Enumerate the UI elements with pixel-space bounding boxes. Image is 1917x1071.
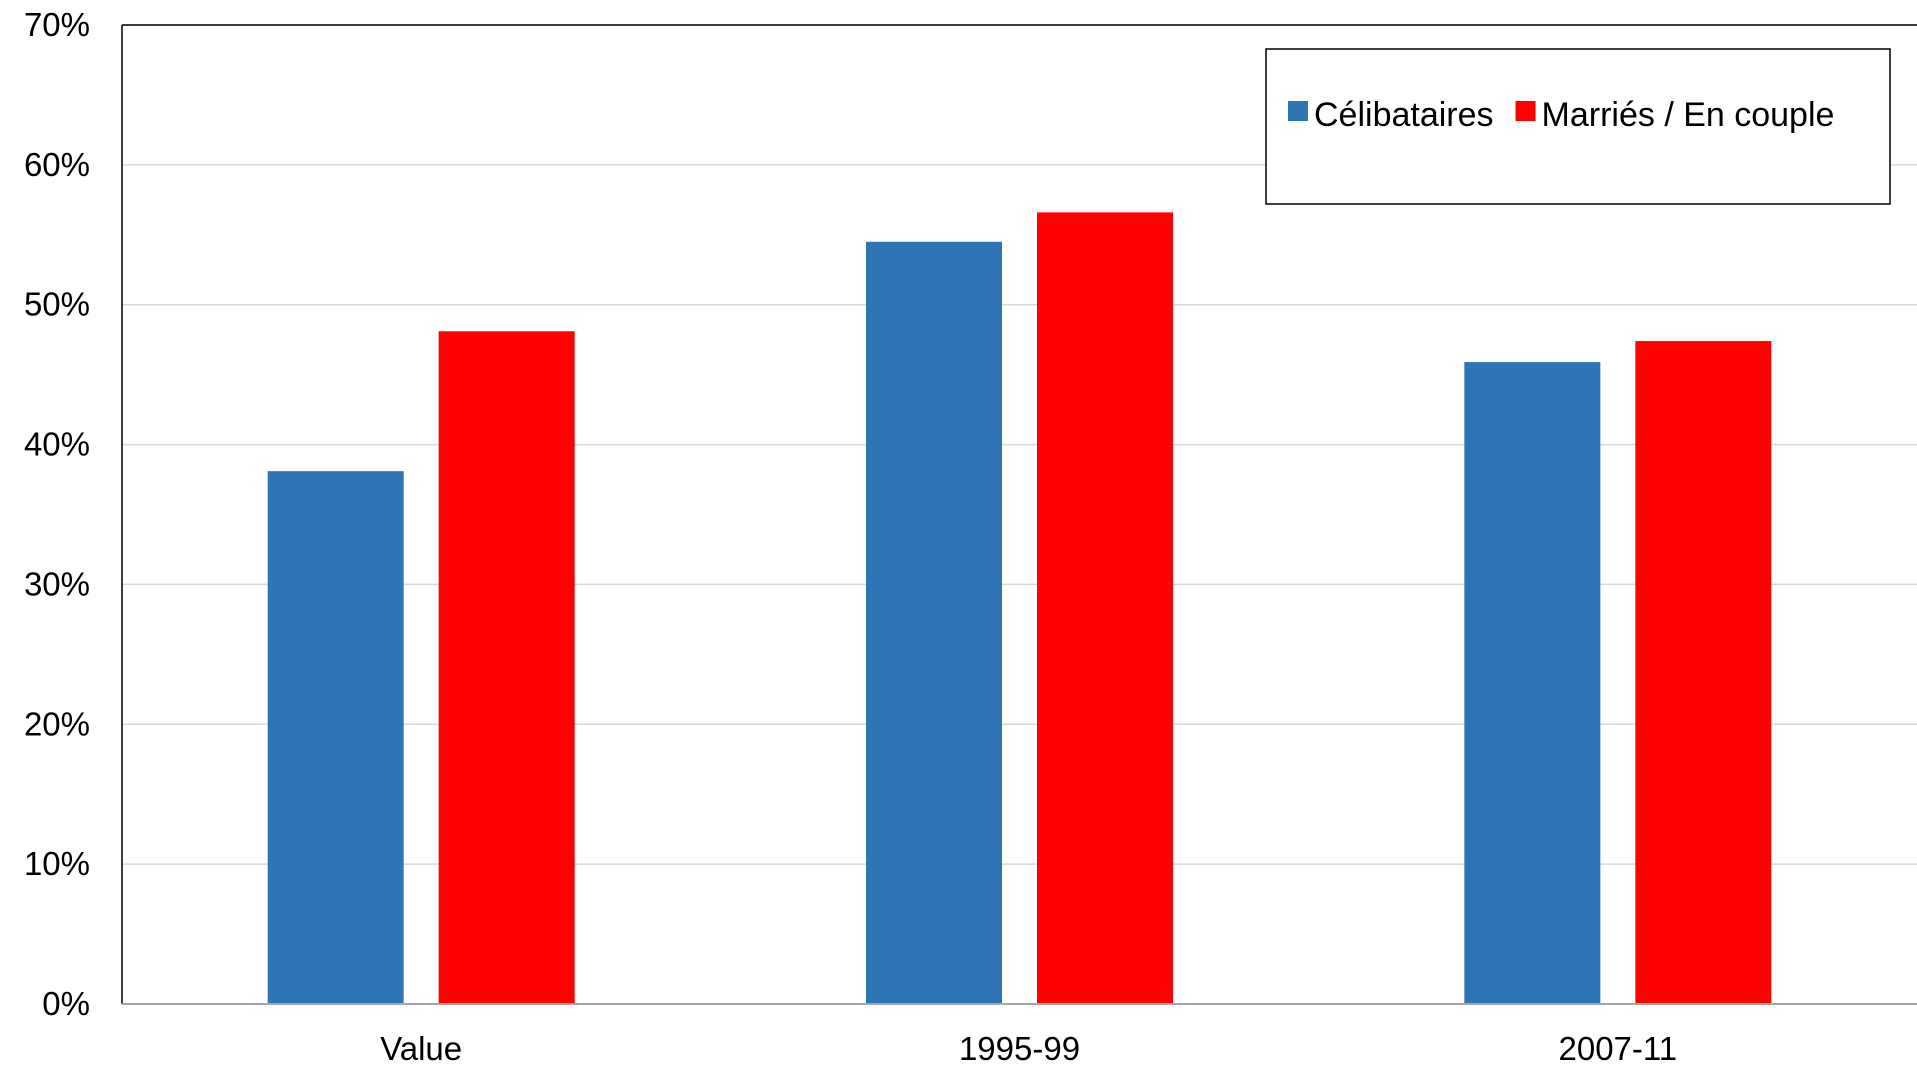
x-tick-label: 2007-11: [1558, 1030, 1677, 1066]
axes: [121, 24, 1917, 1005]
legend-label: Célibataires: [1314, 96, 1494, 134]
bar-maries-0: [438, 331, 575, 1005]
y-tick-label: 30%: [24, 565, 90, 602]
bar-maries-2: [1635, 341, 1772, 1004]
y-tick-label: 40%: [24, 426, 90, 463]
legend-label: Marriés / En couple: [1542, 96, 1835, 134]
y-tick-label: 70%: [24, 6, 90, 43]
legend: Célibataires Marriés / En couple: [1265, 48, 1891, 205]
x-tick-label: 1995-99: [959, 1030, 1080, 1066]
legend-swatch: [1288, 101, 1308, 121]
y-tick-label: 60%: [24, 146, 90, 183]
y-tick-label: 50%: [24, 286, 90, 323]
x-tick-label: Value: [380, 1030, 462, 1066]
bar-maries-1: [1037, 212, 1173, 1004]
legend-box: [1265, 48, 1891, 205]
bar-celibataires-1: [866, 241, 1002, 1004]
y-tick-label: 20%: [24, 705, 90, 742]
y-tick-label: 10%: [24, 845, 90, 882]
bars: [267, 212, 1772, 1005]
x-tick-labels: Value 1995-99 2007-11: [380, 1030, 1677, 1067]
y-tick-labels: 0% 10% 20% 30% 40% 50% 60% 70%: [24, 6, 90, 1022]
bar-celibataires-0: [267, 471, 404, 1004]
legend-swatch: [1515, 101, 1536, 121]
y-tick-label: 0%: [42, 985, 90, 1022]
bar-celibataires-2: [1464, 362, 1601, 1004]
